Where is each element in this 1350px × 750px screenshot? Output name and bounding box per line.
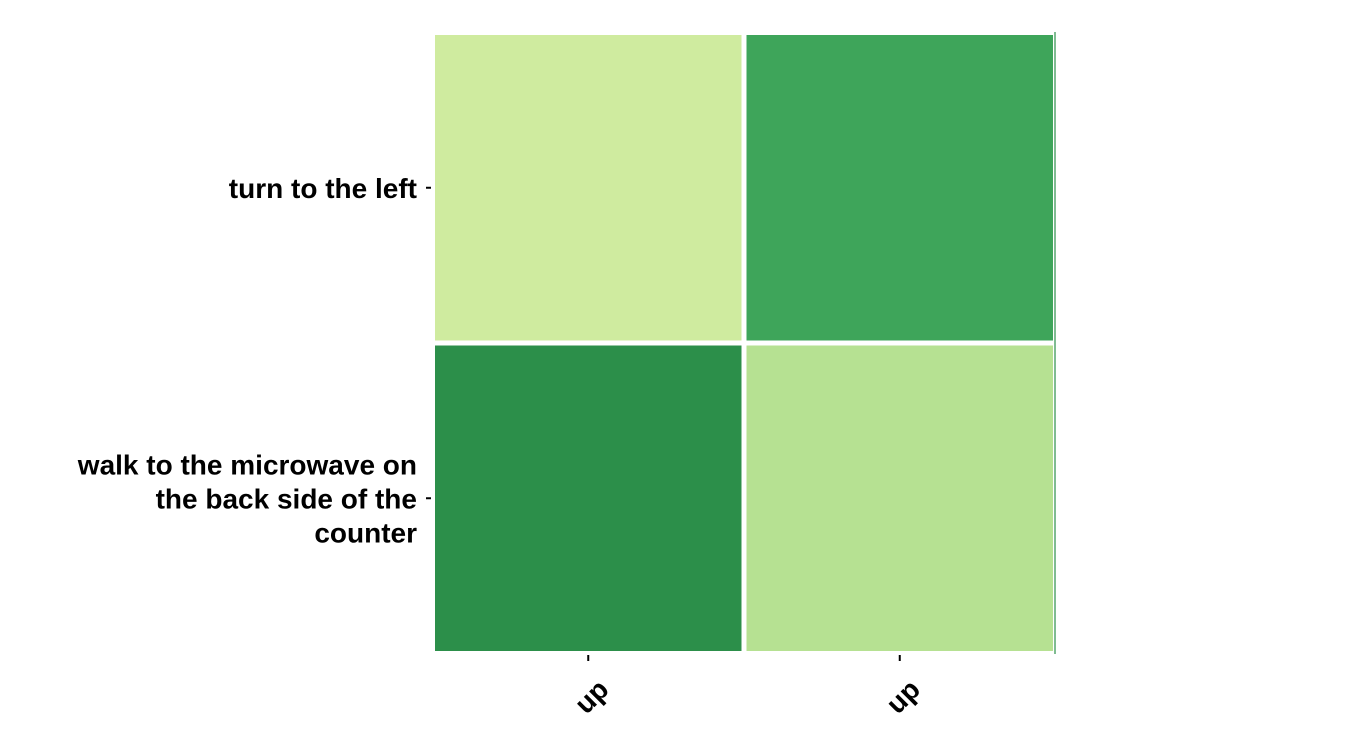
cells-layer <box>435 32 1056 654</box>
y-tick-label: walk to the microwave on <box>77 449 417 480</box>
heatmap-cell-r0-c1 <box>746 35 1053 341</box>
y-tick-label: the back side of the <box>156 483 417 514</box>
y-tick-label: counter <box>314 517 417 548</box>
heatmap-cell-r0-c0 <box>435 35 742 341</box>
y-tick-label: turn to the left <box>229 173 417 204</box>
heatmap-cell-r1-c0 <box>435 345 742 651</box>
x-tick-label: up <box>569 673 615 719</box>
x-tick-label: up <box>880 673 926 719</box>
heatmap-cell-r1-c1 <box>746 345 1053 651</box>
ticks-layer <box>426 186 901 661</box>
